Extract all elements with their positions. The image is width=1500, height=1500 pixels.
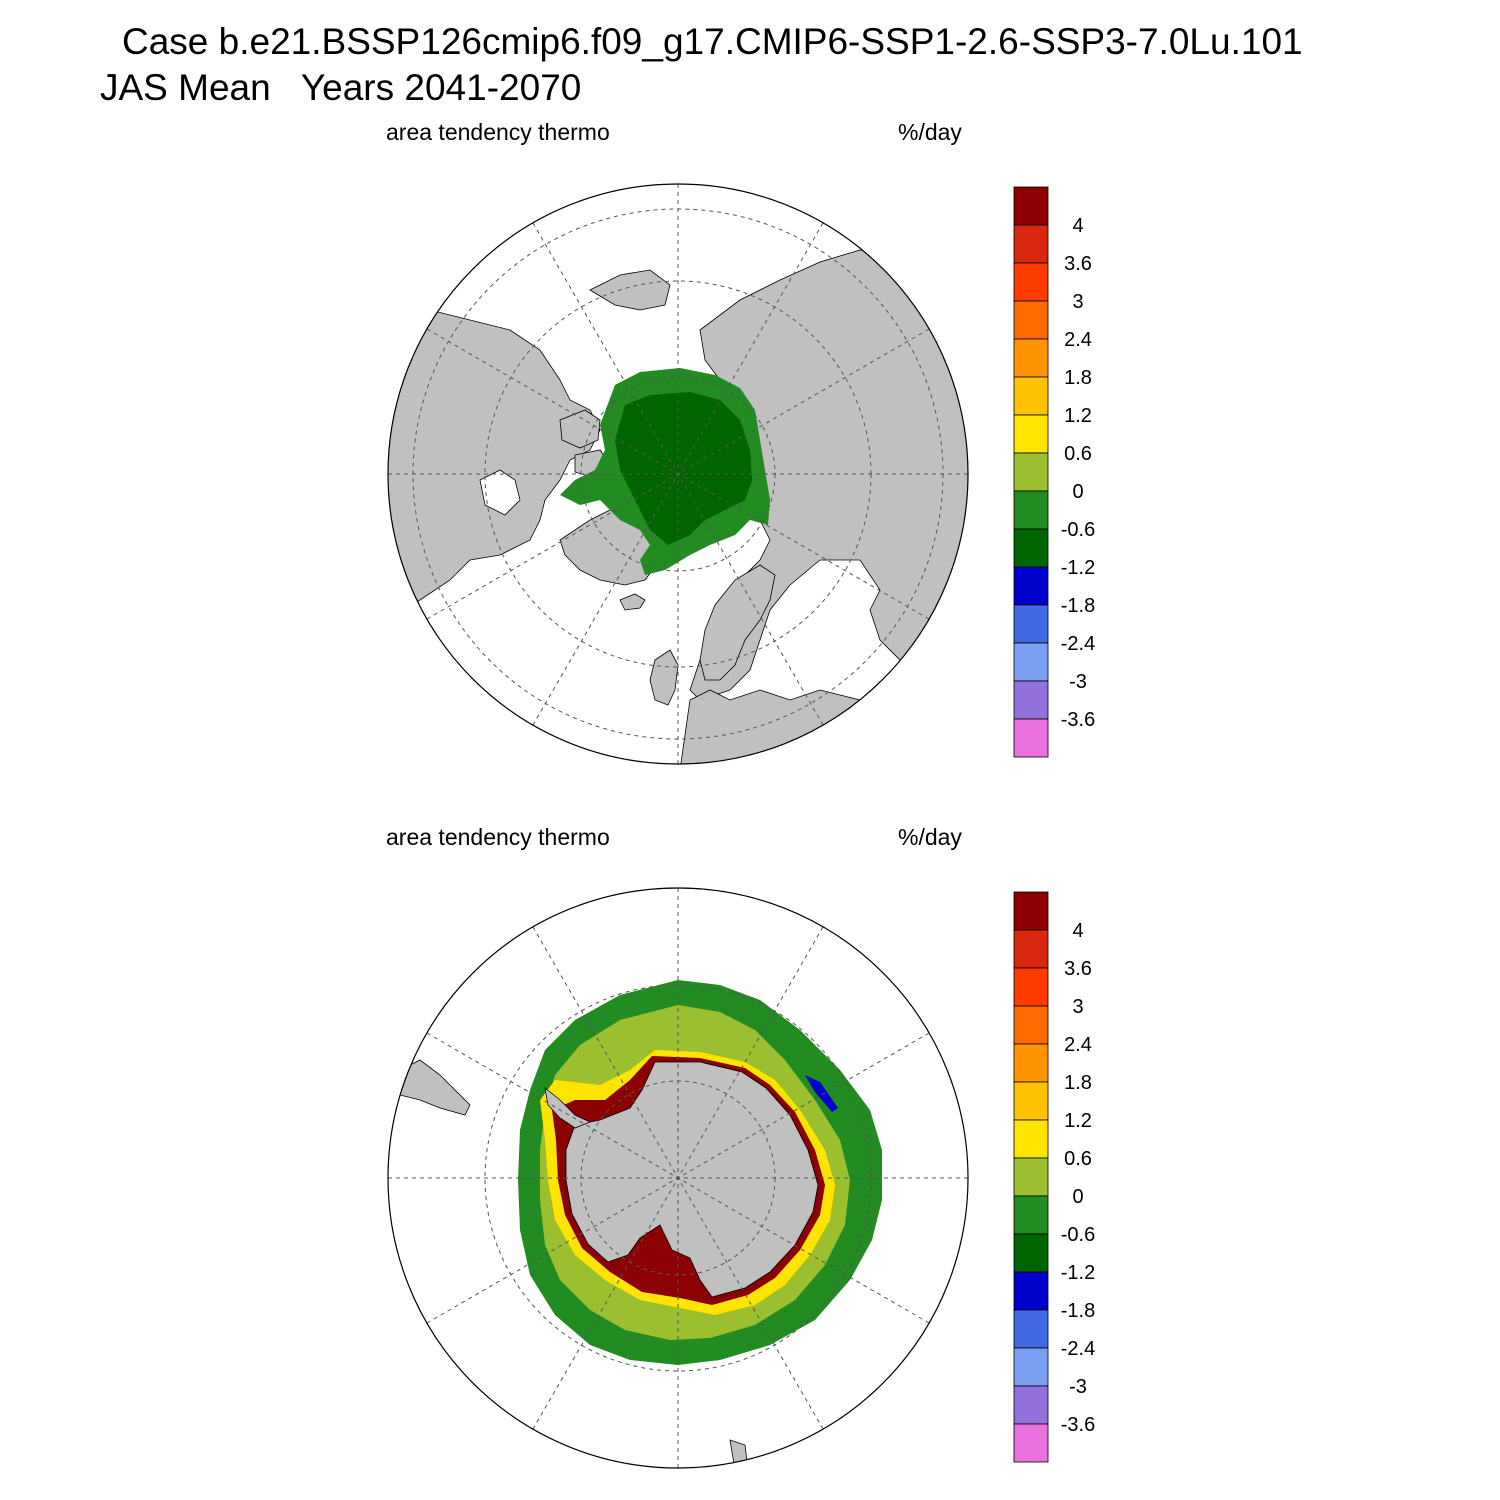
land-arctic-archipelago bbox=[559, 409, 601, 449]
north-colorbar-swatch bbox=[1013, 718, 1049, 758]
north-colorbar-swatch bbox=[1013, 300, 1049, 340]
south-colorbar-tick-label: -3.6 bbox=[1061, 1414, 1095, 1436]
south-colorbar-tick-label: -3 bbox=[1069, 1376, 1087, 1398]
north-colorbar-tick-label: -1.8 bbox=[1061, 595, 1095, 617]
north-panel-units-label: %/day bbox=[898, 119, 962, 145]
south-colorbar-tick-label: -1.8 bbox=[1061, 1300, 1095, 1322]
north-colorbar-swatch bbox=[1013, 224, 1049, 264]
north-colorbar-swatch bbox=[1013, 680, 1049, 720]
north-colorbar-swatch bbox=[1013, 490, 1049, 530]
south-colorbar-swatch bbox=[1013, 1043, 1049, 1083]
north-colorbar-tick-label: -1.2 bbox=[1061, 557, 1095, 579]
south-colorbar-tick-label: 3.6 bbox=[1064, 958, 1092, 980]
north-colorbar-swatch bbox=[1013, 566, 1049, 606]
figure-title-case: Case b.e21.BSSP126cmip6.f09_g17.CMIP6-SS… bbox=[122, 21, 1303, 62]
south-colorbar-tick-label: 1.8 bbox=[1064, 1072, 1092, 1094]
south-colorbar-swatch bbox=[1013, 929, 1049, 969]
south-colorbar-tick-label: 4 bbox=[1072, 920, 1083, 942]
north-colorbar-swatch bbox=[1013, 338, 1049, 378]
north-colorbar: 4 3.6 3 2.4 1.8 1.2 0.6 0 -0.6 -1.2 -1.8 -2.4 -3 -3.6 bbox=[1013, 186, 1095, 758]
land-antarctic-peninsula bbox=[544, 1087, 592, 1129]
south-panel-units-label: %/day bbox=[898, 824, 962, 850]
south-colorbar-swatch bbox=[1013, 1119, 1049, 1159]
south-colorbar-swatch bbox=[1013, 1081, 1049, 1121]
south-colorbar-swatch bbox=[1013, 1423, 1049, 1463]
south-colorbar-swatch bbox=[1013, 1347, 1049, 1387]
north-colorbar-swatch bbox=[1013, 262, 1049, 302]
south-colorbar-tick-label: 1.2 bbox=[1064, 1110, 1092, 1132]
south-colorbar-swatch bbox=[1013, 967, 1049, 1007]
south-colorbar-tick-label: 3 bbox=[1072, 996, 1083, 1018]
north-colorbar-swatch bbox=[1013, 186, 1049, 226]
north-colorbar-tick-label: 0.6 bbox=[1064, 443, 1092, 465]
land-south-america bbox=[399, 1059, 471, 1116]
north-colorbar-tick-label: 4 bbox=[1072, 215, 1083, 237]
south-colorbar-tick-label: 2.4 bbox=[1064, 1034, 1092, 1056]
south-map-border bbox=[387, 887, 969, 1469]
land-beringia bbox=[589, 269, 671, 311]
north-colorbar-swatch bbox=[1013, 414, 1049, 454]
south-colorbar: 4 3.6 3 2.4 1.8 1.2 0.6 0 -0.6 -1.2 -1.8 -2.4 -3 -3.6 bbox=[1013, 891, 1095, 1463]
south-colorbar-tick-label: 0.6 bbox=[1064, 1148, 1092, 1170]
south-colorbar-swatch bbox=[1013, 1271, 1049, 1311]
south-colorbar-swatch bbox=[1013, 1309, 1049, 1349]
north-colorbar-tick-label: 1.2 bbox=[1064, 405, 1092, 427]
north-colorbar-tick-label: 0 bbox=[1072, 481, 1083, 503]
south-colorbar-swatch bbox=[1013, 1195, 1049, 1235]
north-graticule bbox=[388, 184, 968, 764]
north-colorbar-swatch bbox=[1013, 528, 1049, 568]
land-antarctica bbox=[565, 1061, 819, 1298]
south-colorbar-tick-label: -1.2 bbox=[1061, 1262, 1095, 1284]
south-polar-map bbox=[387, 887, 969, 1469]
land-iceland bbox=[619, 593, 646, 611]
north-colorbar-tick-label: 3.6 bbox=[1064, 253, 1092, 275]
north-colorbar-tick-label: 1.8 bbox=[1064, 367, 1092, 389]
north-colorbar-swatch bbox=[1013, 452, 1049, 492]
north-ice-darkgreen bbox=[615, 392, 752, 545]
figure-title-period: JAS Mean Years 2041-2070 bbox=[100, 67, 582, 108]
north-panel-variable-label: area tendency thermo bbox=[386, 119, 610, 145]
south-panel-variable-label: area tendency thermo bbox=[386, 824, 610, 850]
north-colorbar-swatch bbox=[1013, 642, 1049, 682]
north-colorbar-tick-label: -3 bbox=[1069, 671, 1087, 693]
south-colorbar-swatch bbox=[1013, 1385, 1049, 1425]
land-british-isles bbox=[649, 649, 679, 706]
north-colorbar-tick-label: -3.6 bbox=[1061, 709, 1095, 731]
south-map-land bbox=[399, 1059, 819, 1468]
north-colorbar-tick-label: -2.4 bbox=[1061, 633, 1095, 655]
south-colorbar-tick-label: 0 bbox=[1072, 1186, 1083, 1208]
north-map-border bbox=[387, 183, 969, 765]
south-ice-blue-patch bbox=[805, 1075, 838, 1112]
north-polar-map bbox=[387, 183, 969, 765]
south-colorbar-swatch bbox=[1013, 1157, 1049, 1197]
south-colorbar-tick-label: -2.4 bbox=[1061, 1338, 1095, 1360]
ocean-hudson-bay bbox=[479, 469, 521, 516]
land-scandinavia bbox=[699, 564, 776, 681]
south-graticule bbox=[388, 888, 968, 1468]
south-colorbar-swatch bbox=[1013, 891, 1049, 931]
north-colorbar-tick-label: 2.4 bbox=[1064, 329, 1092, 351]
land-north-america bbox=[388, 309, 601, 621]
north-colorbar-tick-label: 3 bbox=[1072, 291, 1083, 313]
north-sea-ice-field bbox=[560, 368, 770, 575]
south-colorbar-swatch bbox=[1013, 1005, 1049, 1045]
north-colorbar-tick-label: -0.6 bbox=[1061, 519, 1095, 541]
north-colorbar-swatch bbox=[1013, 376, 1049, 416]
south-colorbar-tick-label: -0.6 bbox=[1061, 1224, 1095, 1246]
north-colorbar-swatch bbox=[1013, 604, 1049, 644]
south-colorbar-swatch bbox=[1013, 1233, 1049, 1273]
